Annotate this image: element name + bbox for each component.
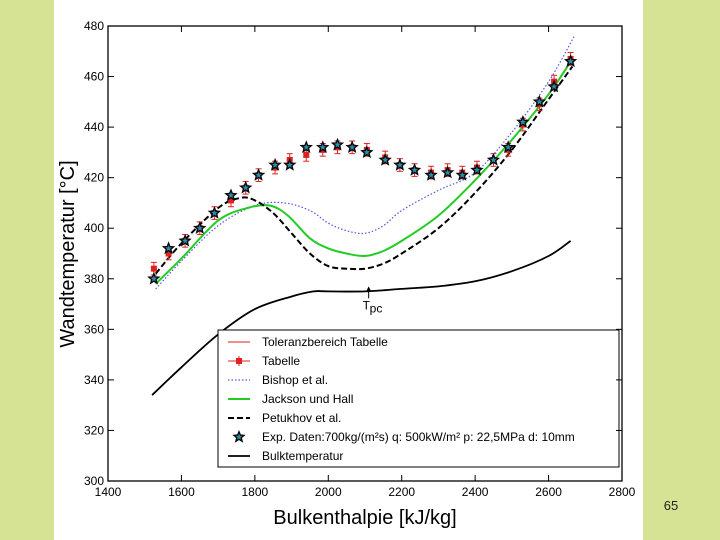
exp-star-marker bbox=[207, 206, 222, 219]
exp-star-marker bbox=[516, 115, 530, 128]
tpc-arrowhead bbox=[366, 286, 372, 292]
table-marker bbox=[165, 250, 172, 257]
exp-star-marker bbox=[224, 188, 238, 202]
exp-star-marker bbox=[192, 221, 207, 234]
y-tick-label: 300 bbox=[84, 474, 104, 488]
exp-star-marker bbox=[407, 163, 422, 176]
exp-star-marker bbox=[283, 157, 297, 171]
table-marker bbox=[303, 151, 310, 158]
legend: Toleranzbereich Tabelle Tabelle Bishop et … bbox=[217, 329, 620, 468]
series-line-3 bbox=[155, 58, 574, 285]
legend-label: Petukhov et al. bbox=[262, 411, 341, 425]
legend-swatch-marker bbox=[232, 430, 246, 443]
table-marker bbox=[227, 197, 234, 204]
exp-star-marker bbox=[147, 271, 161, 285]
exp-star-marker bbox=[440, 165, 455, 179]
x-tick-label: 1400 bbox=[95, 485, 122, 499]
x-axis-title: Bulkenthalpie [kJ/kg] bbox=[273, 507, 456, 529]
exp-star-marker bbox=[486, 153, 501, 166]
exp-star-marker bbox=[470, 163, 484, 176]
y-tick-label: 460 bbox=[84, 70, 104, 84]
x-tick-label: 1600 bbox=[168, 485, 195, 499]
exp-star-marker bbox=[532, 94, 547, 108]
plot-frame bbox=[107, 25, 623, 482]
x-tick-label: 1800 bbox=[242, 485, 269, 499]
legend-label: Jackson und Hall bbox=[262, 392, 353, 406]
legend-entry: Bishop et al. bbox=[228, 373, 328, 387]
exp-star-marker bbox=[360, 145, 374, 159]
legend-entry: Bulktemperatur bbox=[228, 449, 343, 463]
tpc-annotation: T pc bbox=[363, 286, 383, 315]
page-number: 65 bbox=[663, 498, 679, 513]
exp-star-marker bbox=[330, 137, 345, 151]
legend-swatch-marker bbox=[236, 358, 242, 364]
exp-star-marker bbox=[178, 233, 192, 247]
exp-star-marker bbox=[268, 157, 282, 171]
y-tick-label: 320 bbox=[84, 423, 104, 437]
legend-entry: Petukhov et al. bbox=[228, 411, 341, 425]
tpc-label: T bbox=[363, 298, 371, 312]
exp-star-marker bbox=[455, 168, 469, 181]
legend-label: Bulktemperatur bbox=[262, 449, 343, 463]
exp-star-marker bbox=[501, 140, 515, 154]
exp-star-marker bbox=[393, 157, 407, 171]
legend-entry: Tabelle bbox=[228, 354, 300, 368]
exp-star-marker bbox=[315, 140, 330, 154]
legend-label: Bishop et al. bbox=[262, 373, 328, 387]
legend-box bbox=[217, 329, 620, 468]
y-tick-label: 360 bbox=[84, 322, 104, 336]
exp-star-marker bbox=[424, 168, 438, 181]
exp-star-marker bbox=[299, 140, 314, 154]
x-tick-label: 2600 bbox=[535, 485, 562, 499]
chart: T pc Toleranzbereich Tabelle Tabelle Bisho… bbox=[57, 19, 636, 529]
y-tick-label: 400 bbox=[84, 221, 104, 235]
exp-star-marker bbox=[547, 79, 561, 93]
legend-label: Exp. Daten:700kg/(m²s) q: 500kW/m² p: 22… bbox=[262, 430, 575, 444]
legend-entry: Jackson und Hall bbox=[228, 392, 353, 406]
legend-label: Toleranzbereich Tabelle bbox=[262, 335, 388, 349]
y-tick-label: 480 bbox=[84, 19, 104, 33]
legend-entry: Toleranzbereich Tabelle bbox=[228, 335, 388, 349]
axes: 1400 1600 1800 2000 2200 2400 2600 2800 300 320 34… bbox=[84, 19, 636, 499]
x-tick-label: 2800 bbox=[609, 485, 636, 499]
exp-star-marker bbox=[238, 180, 253, 194]
x-tick-label: 2200 bbox=[388, 485, 415, 499]
y-tick-label: 340 bbox=[84, 373, 104, 387]
y-tick-label: 380 bbox=[84, 272, 104, 286]
x-tick-label: 2000 bbox=[315, 485, 342, 499]
legend-label: Tabelle bbox=[262, 354, 300, 368]
exp-star-marker bbox=[345, 140, 359, 154]
x-tick-label: 2400 bbox=[462, 485, 489, 499]
y-axis-title: Wandtemperatur [°C] bbox=[57, 160, 79, 347]
y-tick-label: 440 bbox=[84, 120, 104, 134]
series-markers bbox=[147, 52, 578, 285]
series-line-2 bbox=[155, 35, 575, 290]
exp-star-marker bbox=[378, 152, 392, 166]
tpc-subscript: pc bbox=[370, 301, 383, 315]
table-marker bbox=[150, 265, 157, 272]
exp-star-marker bbox=[563, 54, 578, 68]
legend-entry: Exp. Daten:700kg/(m²s) q: 500kW/m² p: 22… bbox=[232, 430, 575, 444]
y-tick-label: 420 bbox=[84, 171, 104, 185]
series-line-4 bbox=[154, 65, 574, 275]
exp-star-marker bbox=[251, 168, 266, 181]
exp-star-marker bbox=[161, 241, 176, 255]
